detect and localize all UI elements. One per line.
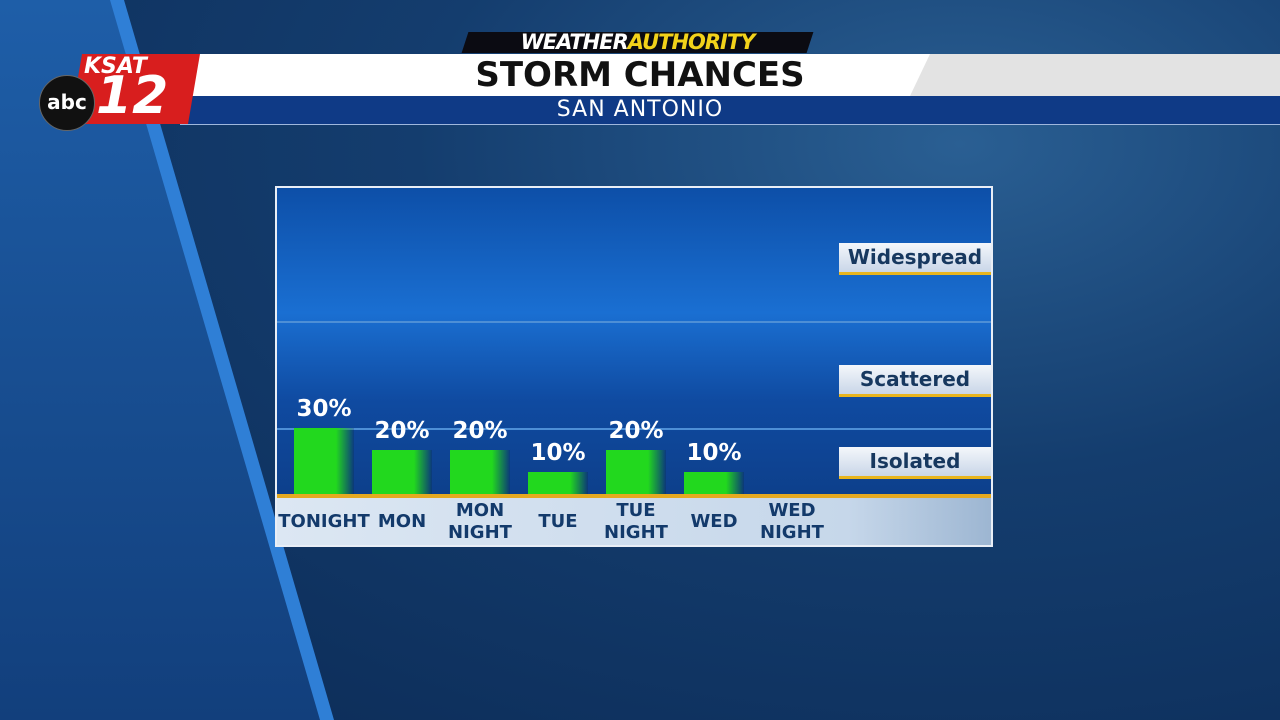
bar	[684, 472, 744, 494]
subtitle: SAN ANTONIO	[556, 97, 724, 122]
bar	[294, 428, 354, 494]
title: STORM CHANCES	[475, 55, 805, 95]
value-label: 20%	[452, 418, 508, 445]
title-bar-end	[910, 54, 1280, 96]
bar	[450, 450, 510, 494]
x-tick-label: MON NIGHT	[448, 499, 512, 543]
x-tick-label: MON	[377, 510, 427, 532]
x-tick-label: TONIGHT	[278, 510, 370, 532]
band-line	[277, 428, 991, 430]
station-name: KSAT	[84, 54, 147, 79]
brand-suffix: AUTHORITY	[627, 30, 756, 54]
bar	[372, 450, 432, 494]
x-tick-label: WED	[690, 510, 738, 532]
bar	[606, 450, 666, 494]
brand: WEATHERAUTHORITY	[465, 30, 810, 54]
category-strip	[277, 498, 991, 545]
network-logo: abc	[39, 75, 95, 131]
value-label: 10%	[686, 440, 742, 467]
band-line	[277, 321, 991, 323]
band-label: Isolated	[839, 447, 991, 479]
value-label: 30%	[296, 396, 352, 423]
brand-prefix: WEATHER	[520, 30, 629, 54]
bar	[528, 472, 588, 494]
x-tick-label: TUE NIGHT	[604, 499, 668, 543]
band-label: Widespread	[839, 243, 991, 275]
value-label: 20%	[608, 418, 664, 445]
value-label: 10%	[530, 440, 586, 467]
title-bar	[190, 54, 930, 96]
value-label: 20%	[374, 418, 430, 445]
channel: 12	[96, 66, 169, 126]
chart: Widespread Scattered Isolated TONIGHT 30% MON…	[275, 186, 993, 547]
x-tick-label: TUE	[538, 510, 578, 532]
band-label: Scattered	[839, 365, 991, 397]
baseline	[277, 494, 991, 498]
x-tick-label: WED NIGHT	[760, 499, 824, 543]
subtitle-bar	[180, 96, 1280, 125]
